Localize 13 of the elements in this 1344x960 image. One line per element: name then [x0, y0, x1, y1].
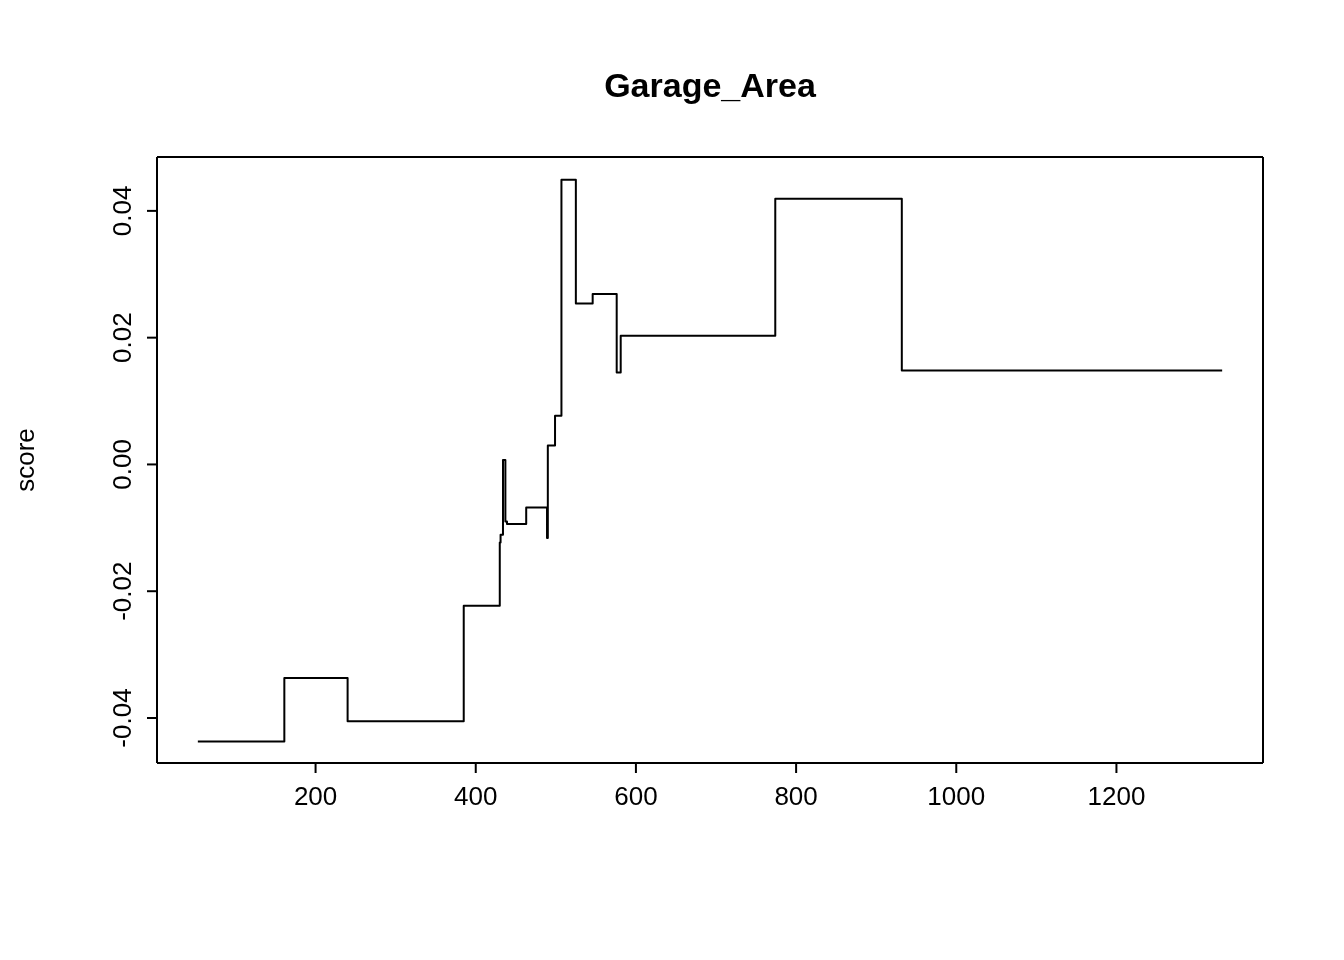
x-tick-label: 600: [614, 781, 658, 811]
y-tick-label: 0.04: [107, 185, 137, 237]
y-tick-label: 0.02: [107, 312, 137, 363]
y-axis-title: score: [9, 428, 41, 492]
y-tick-label: 0.00: [107, 439, 137, 490]
y-tick-label: -0.02: [107, 561, 137, 621]
x-tick-label: 800: [774, 781, 818, 811]
x-tick-label: 1200: [1087, 781, 1146, 811]
x-tick-label: 200: [293, 781, 338, 811]
x-tick-label: 1000: [927, 781, 986, 811]
y-tick-label: -0.04: [107, 688, 137, 748]
chart-title: Garage_Area: [604, 66, 816, 105]
x-tick-label: 400: [454, 781, 498, 811]
